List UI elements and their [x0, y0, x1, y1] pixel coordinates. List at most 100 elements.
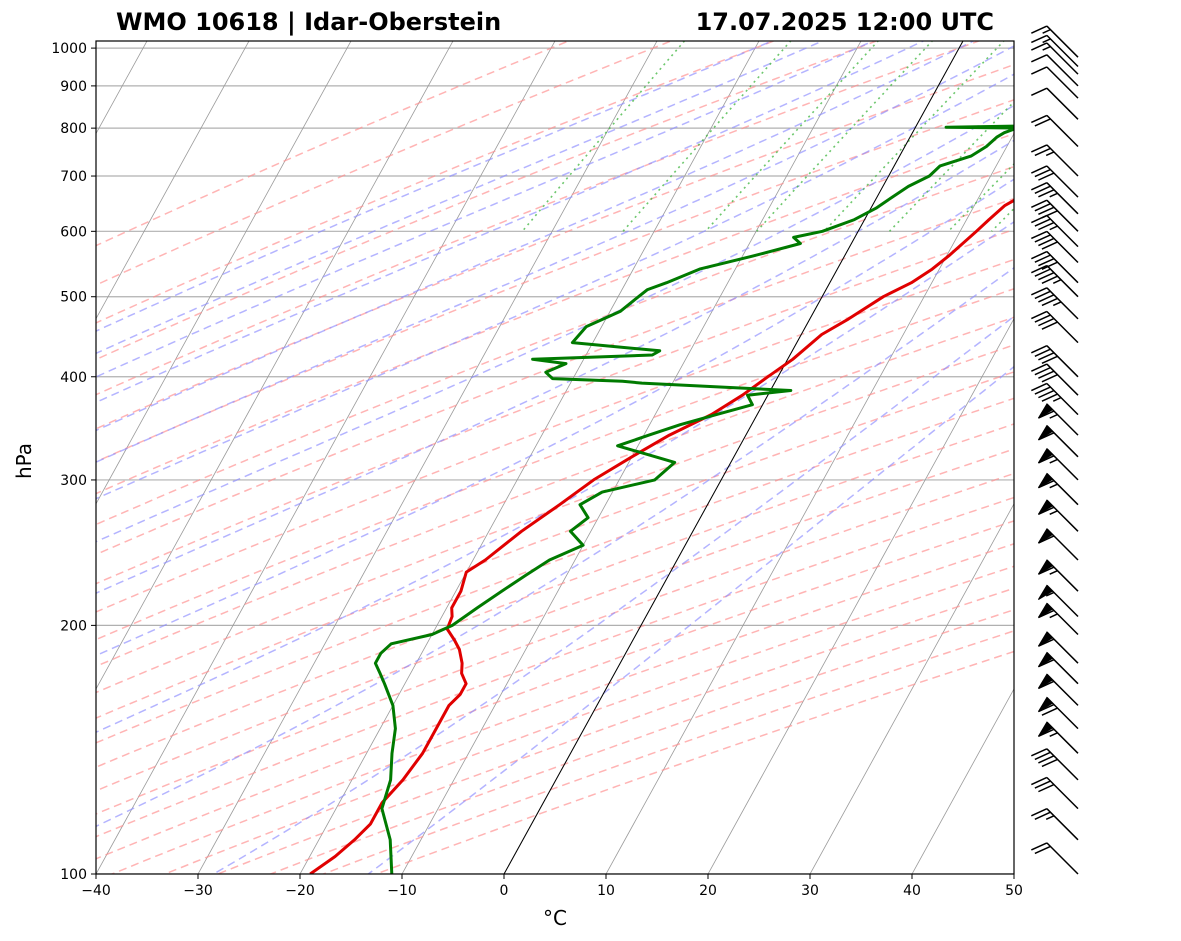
barb-full	[1031, 182, 1048, 191]
moist-adiabat	[96, 41, 925, 404]
x-tick-label: 40	[903, 883, 921, 899]
barb-full	[1031, 287, 1048, 296]
barb-shaft	[1046, 382, 1079, 416]
barb-full	[1031, 776, 1048, 786]
dry-adiabat	[96, 63, 1014, 430]
dry-adiabat	[96, 41, 674, 286]
wind-barb	[1037, 424, 1079, 458]
barb-half	[1049, 613, 1058, 619]
barb-full	[1041, 261, 1058, 270]
barb-full	[1038, 432, 1055, 441]
x-tick-label: 0	[500, 883, 509, 899]
barb-full	[1031, 199, 1048, 208]
barb-pennant	[1037, 403, 1054, 419]
title-datetime: 17.07.2025 12:00 UTC	[696, 8, 994, 36]
barb-shaft	[1046, 42, 1079, 75]
wind-barb	[1037, 696, 1079, 730]
barb-full	[1034, 234, 1051, 243]
barb-full	[1038, 352, 1055, 361]
barb-full	[1031, 382, 1048, 392]
wind-barb	[1031, 748, 1079, 781]
moist-adiabat	[96, 41, 825, 355]
barb-full	[1034, 147, 1051, 157]
background-lines	[96, 41, 1014, 874]
x-tick-label: −10	[387, 883, 417, 899]
barb-full	[1031, 87, 1048, 96]
barb-shaft	[1046, 310, 1079, 344]
moist-adiabat	[96, 73, 1014, 500]
y-tick-label: 100	[60, 867, 87, 883]
y-tick-label: 400	[60, 370, 87, 386]
wind-barb	[1031, 382, 1079, 416]
barb-half	[1049, 458, 1058, 464]
moist-adiabat	[96, 104, 1014, 543]
mixing-ratio-line	[622, 41, 792, 232]
barb-full	[1038, 658, 1055, 668]
dry-adiabat	[96, 41, 776, 324]
barb-pennant	[1037, 673, 1054, 689]
mixing-ratio-line	[823, 41, 1005, 232]
barb-full	[1031, 66, 1048, 75]
barb-half	[1049, 483, 1058, 489]
barb-full	[1034, 290, 1051, 300]
y-tick-label: 900	[60, 79, 87, 95]
isotherm	[809, 502, 1014, 874]
barb-full	[1034, 185, 1051, 194]
zero-isotherm	[503, 41, 964, 874]
dry-adiabat	[96, 288, 1014, 641]
barb-shaft	[1046, 25, 1079, 58]
title-station: WMO 10618 | Idar-Oberstein	[116, 8, 501, 36]
barb-full	[1034, 314, 1051, 323]
barb-shaft	[1046, 87, 1079, 120]
barb-shaft	[1046, 842, 1079, 875]
isotherm	[401, 41, 862, 874]
wind-barb	[1031, 66, 1079, 99]
barb-full	[1031, 144, 1048, 153]
isotherm	[299, 41, 760, 874]
barb-shaft	[1046, 230, 1079, 264]
y-tick-label: 300	[60, 473, 87, 489]
dry-adiabat	[268, 608, 1014, 874]
barb-full	[1038, 566, 1055, 575]
barb-full	[1034, 751, 1051, 761]
wind-barb	[1037, 447, 1079, 481]
barb-shaft	[1046, 345, 1079, 378]
barb-shaft	[1046, 199, 1079, 232]
wind-barb	[1031, 199, 1079, 232]
mixing-ratio-line	[521, 41, 686, 232]
barb-full	[1038, 479, 1055, 489]
barb-full	[1031, 114, 1048, 124]
wind-barb	[1037, 472, 1079, 506]
dry-adiabat	[96, 132, 1014, 495]
barb-half	[1049, 192, 1058, 198]
wind-barb	[1037, 584, 1079, 618]
dry-adiabat	[96, 371, 1014, 719]
isotherm	[96, 41, 250, 320]
barb-full	[1041, 707, 1058, 716]
wind-barb	[1031, 345, 1079, 378]
wind-barb	[1031, 250, 1079, 284]
y-tick-label: 1000	[51, 41, 87, 57]
barb-full	[1038, 257, 1055, 267]
barb-shaft	[1046, 182, 1079, 215]
dry-adiabat	[96, 228, 1014, 585]
wind-barb	[1031, 87, 1079, 120]
barb-pennant	[1037, 651, 1054, 668]
barb-full	[1038, 237, 1055, 247]
wind-barb	[1031, 34, 1079, 68]
sounding-profiles	[309, 124, 1014, 874]
dry-adiabat	[96, 496, 1014, 838]
wind-barb	[1031, 808, 1079, 841]
isotherm	[707, 317, 1014, 874]
x-tick-label: 30	[801, 883, 819, 899]
barb-pennant	[1037, 631, 1054, 647]
barb-half	[1049, 510, 1058, 516]
barb-full	[1041, 321, 1058, 330]
barb-full	[1031, 310, 1048, 320]
barb-full	[1041, 393, 1058, 402]
barb-full	[1041, 241, 1058, 250]
barb-full	[1034, 254, 1051, 263]
y-tick-label: 600	[60, 224, 87, 240]
barb-pennant	[1037, 602, 1054, 618]
